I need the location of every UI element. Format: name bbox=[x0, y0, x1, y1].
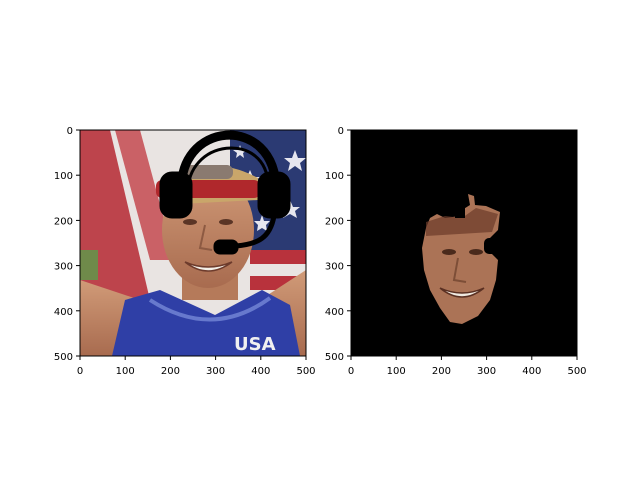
left-ytick-label: 100 bbox=[54, 171, 73, 182]
right-xtick-label: 200 bbox=[432, 366, 451, 377]
left-xtick-label: 0 bbox=[77, 366, 83, 377]
right-ytick-label: 200 bbox=[325, 216, 344, 227]
left-xtick-label: 400 bbox=[251, 366, 270, 377]
right-ytick-label: 400 bbox=[325, 307, 344, 318]
right-xtick-label: 500 bbox=[567, 366, 586, 377]
jersey-lettering: USA bbox=[234, 334, 276, 355]
right-axes-frame bbox=[350, 129, 578, 357]
right-xtick-label: 100 bbox=[387, 366, 406, 377]
left-ytick-label: 300 bbox=[54, 262, 73, 273]
right-masked-photo bbox=[351, 130, 577, 356]
right-ytick-label: 300 bbox=[325, 262, 344, 273]
right-ytick-label: 500 bbox=[325, 352, 344, 363]
right-xtick-label: 300 bbox=[477, 366, 496, 377]
left-ytick-label: 500 bbox=[54, 352, 73, 363]
left-xtick-label: 300 bbox=[206, 366, 225, 377]
right-xtick-label: 0 bbox=[348, 366, 354, 377]
left-image-panel: USA 0 100 200 300 400 500 0 100 200 300 400 500 bbox=[54, 126, 316, 377]
right-xtick-label: 400 bbox=[522, 366, 541, 377]
left-xtick-label: 500 bbox=[296, 366, 315, 377]
left-ytick-label: 0 bbox=[67, 126, 73, 137]
left-ytick-label: 200 bbox=[54, 216, 73, 227]
right-ytick-label: 100 bbox=[325, 171, 344, 182]
headset-overlay bbox=[159, 130, 291, 255]
left-axes-frame bbox=[79, 129, 307, 357]
left-xtick-label: 200 bbox=[161, 366, 180, 377]
left-ticks: 0 100 200 300 400 500 0 100 200 300 400 500 bbox=[54, 126, 316, 377]
left-ytick-label: 400 bbox=[54, 307, 73, 318]
left-xtick-label: 100 bbox=[116, 366, 135, 377]
right-ticks: 0 100 200 300 400 500 0 100 200 300 400 500 bbox=[325, 126, 587, 377]
right-ytick-label: 0 bbox=[338, 126, 344, 137]
right-image-panel: 0 100 200 300 400 500 0 100 200 300 400 500 bbox=[325, 126, 587, 377]
